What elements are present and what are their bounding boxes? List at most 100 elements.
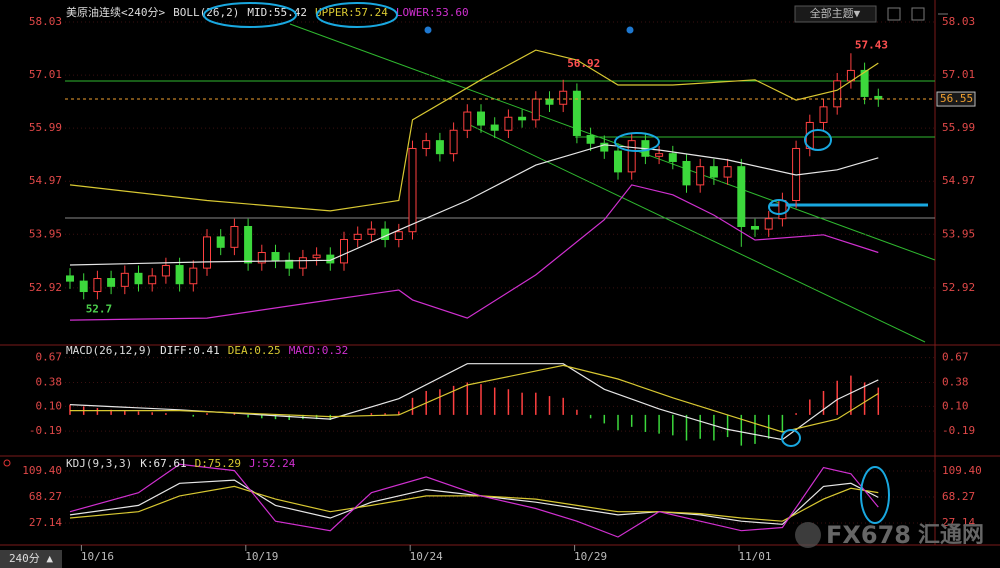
legend-entry: MACD(26,12,9) xyxy=(66,344,152,357)
candle-body xyxy=(682,160,691,186)
legend-entry: 美原油连续<240分> xyxy=(66,5,165,19)
icon[interactable] xyxy=(911,7,925,21)
watermark-cn: 汇通网 xyxy=(918,523,984,548)
last-price-label: 56.55 xyxy=(940,92,973,105)
candle-body xyxy=(819,106,828,123)
y-tick-label: 68.27 xyxy=(29,490,62,503)
legend-entry: UPPER:57.24 xyxy=(315,6,388,19)
y-tick-label: 27.14 xyxy=(942,516,975,529)
period-button-label[interactable]: 240分 ▲ xyxy=(9,552,53,565)
candle-body xyxy=(120,272,129,287)
candle-body xyxy=(203,236,211,269)
y-tick-label: 58.03 xyxy=(942,15,975,28)
series-line xyxy=(69,463,879,538)
candle-body xyxy=(66,275,74,282)
y-tick-label: 58.03 xyxy=(29,15,62,28)
candle-body xyxy=(668,153,677,162)
legend-entry: DEA:0.25 xyxy=(228,344,281,357)
y-tick-label: 109.40 xyxy=(942,464,982,477)
candle-body xyxy=(449,129,458,155)
y-tick-label: 0.10 xyxy=(942,399,969,412)
candle-body xyxy=(504,116,513,131)
y-tick-label: 53.95 xyxy=(29,227,62,240)
candle-body xyxy=(175,265,184,285)
theme-button-label[interactable]: 全部主题▼ xyxy=(810,6,861,20)
candle-body xyxy=(285,259,294,269)
y-tick-label: 68.27 xyxy=(942,490,975,503)
series-line xyxy=(69,49,879,212)
candle-body xyxy=(216,236,225,248)
y-tick-label: 0.38 xyxy=(942,375,969,388)
watermark-logo xyxy=(795,522,821,548)
y-tick-label: 0.38 xyxy=(36,375,63,388)
watermark: FX678 xyxy=(826,521,911,549)
theme-button[interactable] xyxy=(794,5,877,23)
price-annotation: 56.92 xyxy=(567,57,600,70)
series-line xyxy=(69,184,879,321)
candle-body xyxy=(545,98,554,105)
candle-body xyxy=(764,218,773,230)
y-tick-label: 52.92 xyxy=(942,281,975,294)
last-price-box xyxy=(936,91,976,107)
candle-body xyxy=(559,90,568,105)
candle-body xyxy=(572,90,581,136)
y-tick-label: 54.97 xyxy=(942,174,975,187)
ellipse xyxy=(804,129,832,151)
candle-body xyxy=(298,257,307,269)
legend-entry: J:52.24 xyxy=(249,457,296,470)
candle-body xyxy=(244,226,253,264)
candle-body xyxy=(627,140,636,173)
ellipse xyxy=(860,466,890,524)
ellipse xyxy=(614,132,660,152)
candle-body xyxy=(463,111,472,131)
candle-body xyxy=(518,116,527,121)
candle-body xyxy=(367,228,376,235)
candle-body xyxy=(340,239,348,264)
candle-body xyxy=(614,150,622,173)
candle-body xyxy=(312,254,321,259)
candle-body xyxy=(751,226,759,230)
candle-body xyxy=(148,275,157,285)
ellipse xyxy=(203,2,297,28)
icon[interactable] xyxy=(887,7,901,21)
legend-entry: MACD:0.32 xyxy=(289,344,349,357)
legend-entry: K:67.61 xyxy=(140,457,186,470)
legend-entry: KDJ(9,3,3) xyxy=(66,457,132,470)
candle-body xyxy=(874,95,883,100)
legend-entry: DIFF:0.41 xyxy=(160,344,220,357)
legend-entry: BOLL(26,2) xyxy=(173,6,239,19)
candle-body xyxy=(408,147,417,233)
candle-body xyxy=(93,278,102,293)
trend-line xyxy=(289,23,936,261)
series-line xyxy=(69,363,879,441)
y-tick-label: 57.01 xyxy=(942,68,975,81)
period-button[interactable] xyxy=(0,550,62,568)
candle-body xyxy=(257,252,266,264)
legend-entry: MID:55.42 xyxy=(247,6,307,19)
y-tick-label: 57.01 xyxy=(29,68,62,81)
ellipse xyxy=(316,2,398,28)
series-line xyxy=(69,485,879,522)
candle-body xyxy=(79,280,88,293)
x-tick-label: 10/16 xyxy=(81,550,114,563)
candle-body xyxy=(531,98,540,121)
candle-body xyxy=(737,166,746,228)
candle-body xyxy=(723,166,732,178)
candle-body xyxy=(490,124,499,131)
candle-body xyxy=(778,199,787,220)
x-tick-label: 10/24 xyxy=(410,550,443,563)
y-tick-label: 55.99 xyxy=(942,121,975,134)
candle-body xyxy=(600,142,609,152)
candle-body xyxy=(586,134,595,144)
series-line xyxy=(69,144,879,266)
candle-body xyxy=(161,265,170,277)
y-tick-label: 0.10 xyxy=(36,399,63,412)
legend-entry: D:75.29 xyxy=(195,457,241,470)
x-tick-label: 10/19 xyxy=(245,550,278,563)
ellipse xyxy=(781,429,801,447)
y-tick-label: -0.19 xyxy=(29,424,62,437)
icon xyxy=(3,459,11,467)
series-line xyxy=(69,479,879,525)
